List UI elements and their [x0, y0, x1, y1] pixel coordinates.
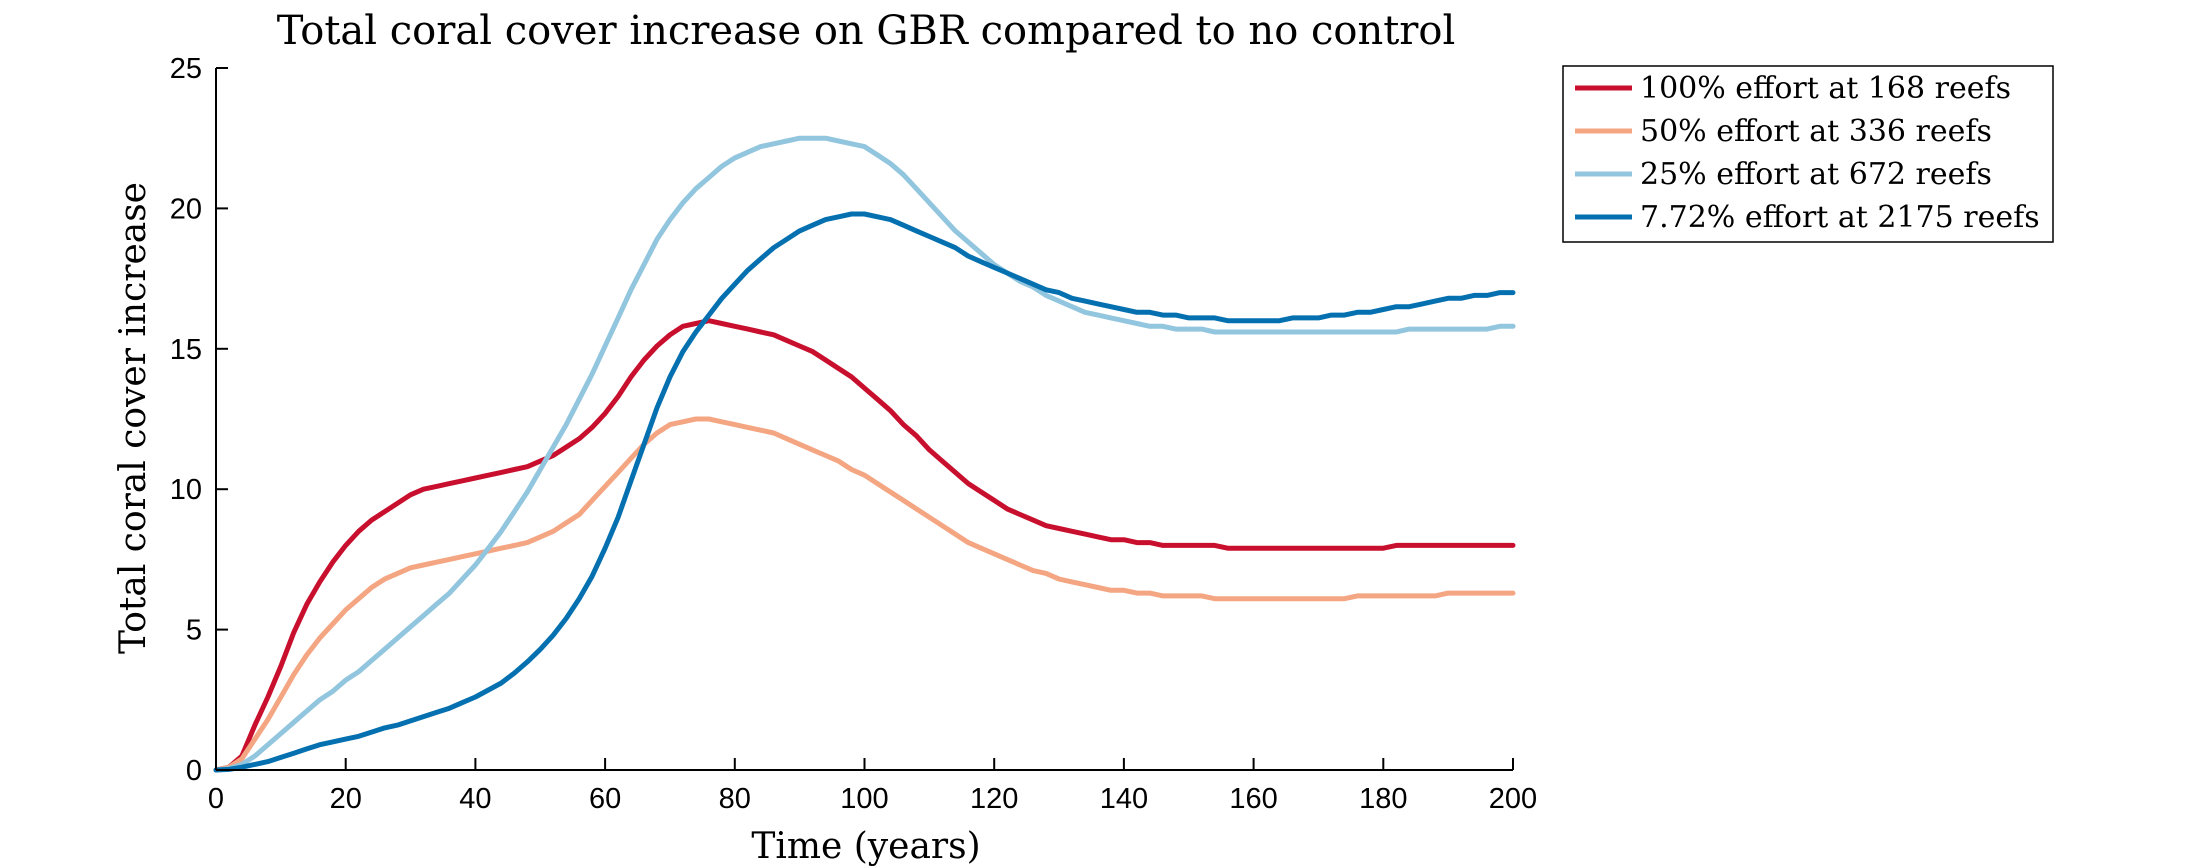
series-line-3 — [213, 135, 1516, 773]
x-tick-label: 100 — [840, 783, 888, 815]
y-tick-label: 10 — [170, 474, 202, 506]
legend: 100% effort at 168 reefs 50% effort at 33… — [1562, 65, 2054, 243]
x-tick-label: 160 — [1229, 783, 1277, 815]
legend-label-3: 25% effort at 672 reefs — [1640, 157, 1992, 192]
x-tick-label: 40 — [459, 783, 491, 815]
legend-items: 100% effort at 168 reefs 50% effort at 33… — [1575, 71, 2040, 235]
y-tick-label: 25 — [170, 53, 202, 85]
legend-label-4: 7.72% effort at 2175 reefs — [1640, 200, 2040, 235]
x-tick-label: 60 — [589, 783, 621, 815]
axes — [215, 68, 1513, 771]
x-axis-label: Time (years) — [751, 826, 980, 866]
y-tick-label: 0 — [186, 755, 202, 787]
x-tick-label: 80 — [719, 783, 751, 815]
x-tick-label: 200 — [1489, 783, 1537, 815]
y-tick-label: 20 — [170, 193, 202, 225]
legend-box — [1562, 65, 2054, 243]
x-tick-label: 140 — [1100, 783, 1148, 815]
series-line-4 — [213, 211, 1516, 773]
y-axis-label: Total coral cover increase — [113, 182, 154, 654]
y-ticks: 0 5 10 15 20 25 — [170, 53, 228, 787]
x-tick-label: 0 — [208, 783, 224, 815]
y-tick-label: 15 — [170, 334, 202, 366]
series-layer — [213, 135, 1516, 773]
y-tick-label: 5 — [186, 615, 202, 647]
chart-title: Total coral cover increase on GBR compar… — [277, 8, 1456, 54]
legend-label-2: 50% effort at 336 reefs — [1640, 114, 1992, 149]
x-tick-label: 120 — [970, 783, 1018, 815]
x-ticks: 0 20 40 60 80 100 120 140 160 180 200 — [208, 758, 1537, 815]
x-tick-label: 180 — [1359, 783, 1407, 815]
series-line-1 — [213, 318, 1516, 773]
x-tick-label: 20 — [330, 783, 362, 815]
series-line-2 — [213, 416, 1516, 773]
legend-label-1: 100% effort at 168 reefs — [1640, 71, 2011, 106]
